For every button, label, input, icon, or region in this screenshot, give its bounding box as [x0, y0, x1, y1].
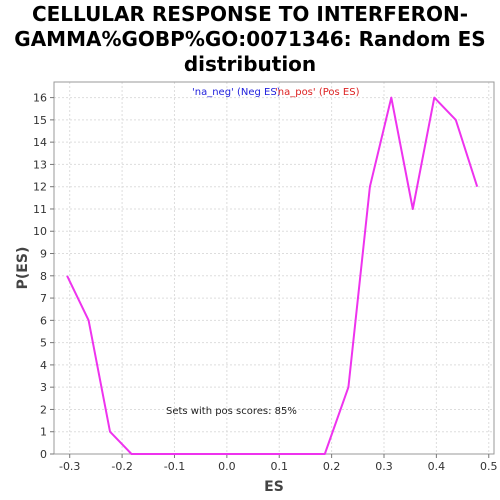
y-tick-label: 14 [33, 136, 47, 149]
x-tick-label: 0.2 [323, 460, 341, 473]
x-tick-label: -0.1 [164, 460, 185, 473]
y-tick-label: 9 [40, 248, 47, 261]
legend-entry-pos: 'na_pos' (Pos ES) [275, 87, 360, 98]
chart-title-line-1: CELLULAR RESPONSE TO INTERFERON- [31, 2, 469, 26]
grid [54, 82, 494, 455]
x-tick-label: 0.3 [375, 460, 393, 473]
series-layer [66, 96, 479, 455]
y-tick-label: 11 [33, 203, 47, 216]
es-distribution-line [66, 96, 479, 455]
axis-ticks: -0.3 -0.2 -0.1 0.0 0.1 0.2 0.3 0.4 0.50123456789… [33, 92, 498, 473]
chart-title-line-3: distribution [183, 52, 317, 76]
y-tick-label: 1 [40, 426, 47, 439]
plot-area [53, 81, 495, 455]
x-tick-label: 0.5 [480, 460, 498, 473]
y-tick-label: 8 [40, 270, 47, 283]
x-tick-label: -0.2 [111, 460, 132, 473]
chart-title: CELLULAR RESPONSE TO INTERFERON- GAMMA%G… [0, 2, 500, 77]
y-tick-label: 15 [33, 114, 47, 127]
y-tick-label: 6 [40, 314, 47, 327]
legend-entry-neg: 'na_neg' (Neg ES) [192, 87, 281, 98]
y-tick-label: 12 [33, 181, 47, 194]
chart-title-line-2: GAMMA%GOBP%GO:0071346: Random ES [14, 27, 486, 51]
y-tick-label: 16 [33, 92, 47, 105]
y-tick-label: 10 [33, 225, 47, 238]
y-tick-label: 5 [40, 337, 47, 350]
y-tick-label: 4 [40, 359, 47, 372]
x-axis-label: ES [264, 479, 284, 495]
y-tick-label: 0 [40, 448, 47, 461]
x-tick-label: -0.3 [59, 460, 80, 473]
y-tick-label: 3 [40, 381, 47, 394]
y-tick-label: 7 [40, 292, 47, 305]
x-tick-label: 0.0 [218, 460, 236, 473]
x-tick-label: 0.4 [428, 460, 446, 473]
y-tick-label: 2 [40, 403, 47, 416]
pos-scores-annotation: Sets with pos scores: 85% [166, 406, 297, 417]
y-tick-label: 13 [33, 158, 47, 171]
x-tick-label: 0.1 [270, 460, 288, 473]
y-axis-label: P(ES) [15, 247, 31, 290]
